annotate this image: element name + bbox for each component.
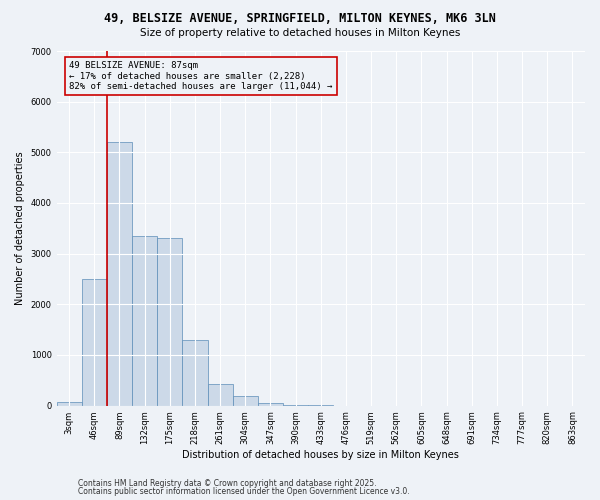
Bar (208, 384, 233, 406)
Bar (283, 405, 308, 406)
Bar (132, 236, 157, 406)
Bar (82, 279, 107, 406)
Text: Contains public sector information licensed under the Open Government Licence v3: Contains public sector information licen… (78, 487, 410, 496)
Bar (107, 142, 132, 406)
Bar (258, 402, 283, 406)
Text: 49 BELSIZE AVENUE: 87sqm
← 17% of detached houses are smaller (2,228)
82% of sem: 49 BELSIZE AVENUE: 87sqm ← 17% of detach… (70, 61, 333, 91)
Bar (56, 402, 82, 406)
Y-axis label: Number of detached properties: Number of detached properties (15, 152, 25, 305)
Text: Contains HM Land Registry data © Crown copyright and database right 2025.: Contains HM Land Registry data © Crown c… (78, 478, 377, 488)
Text: 49, BELSIZE AVENUE, SPRINGFIELD, MILTON KEYNES, MK6 3LN: 49, BELSIZE AVENUE, SPRINGFIELD, MILTON … (104, 12, 496, 26)
Bar (233, 396, 258, 406)
Bar (182, 340, 208, 406)
Text: Size of property relative to detached houses in Milton Keynes: Size of property relative to detached ho… (140, 28, 460, 38)
X-axis label: Distribution of detached houses by size in Milton Keynes: Distribution of detached houses by size … (182, 450, 459, 460)
Bar (157, 238, 182, 406)
